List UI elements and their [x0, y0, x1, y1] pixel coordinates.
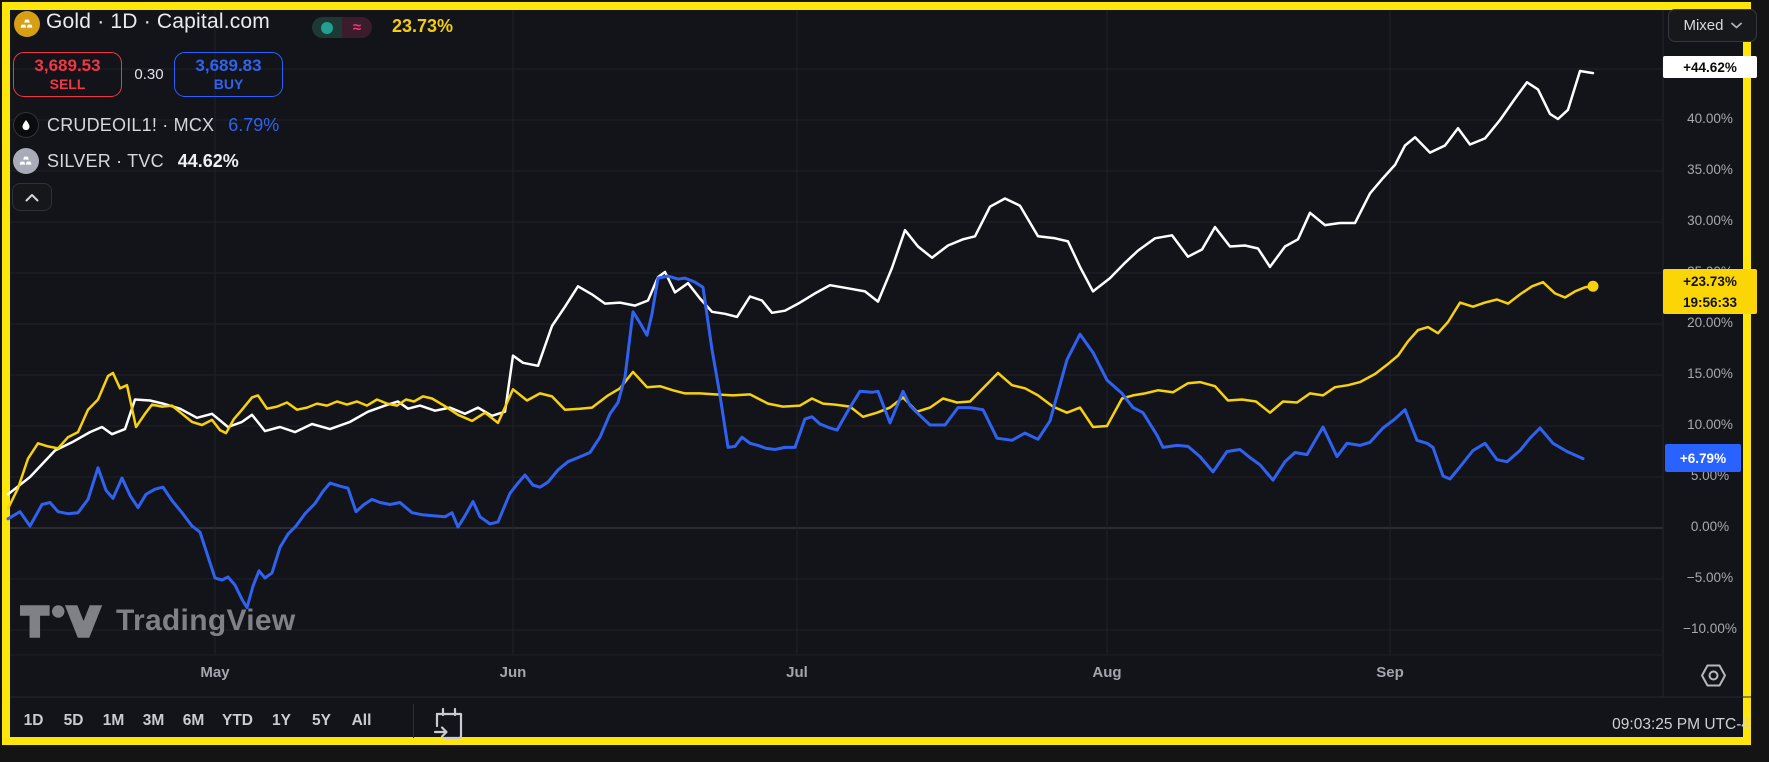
oil-drop-icon — [13, 112, 39, 138]
range-button-1m[interactable]: 1M — [102, 712, 125, 729]
time-axis-tick-sep: Sep — [1376, 664, 1404, 681]
session-clock[interactable]: 09:03:25 PM UTC-4 — [1612, 716, 1750, 733]
sell-label: SELL — [49, 75, 86, 92]
sell-price: 3,689.53 — [34, 55, 101, 75]
sell-button[interactable]: 3,689.53 SELL — [13, 52, 122, 97]
range-button-3m[interactable]: 3M — [142, 712, 165, 729]
buy-button[interactable]: 3,689.83 BUY — [174, 52, 283, 97]
range-button-6m[interactable]: 6M — [182, 712, 205, 729]
time-axis-tick-may: May — [200, 664, 230, 681]
silver-last-value-badge: +44.62% — [1663, 56, 1757, 78]
price-axis-tick: −5.00% — [1686, 570, 1734, 585]
range-button-ytd[interactable]: YTD — [222, 712, 253, 729]
gold-symbol-icon — [14, 11, 40, 37]
toggle-on-dot — [312, 17, 342, 38]
tradingview-watermark: TradingView — [20, 604, 295, 638]
comparison-mode-toggle[interactable]: ≈ — [312, 17, 372, 38]
silver-symbol-icon — [13, 148, 39, 174]
collapse-legend-button[interactable] — [12, 183, 52, 211]
time-axis-tick-jun: Jun — [499, 664, 527, 681]
crudeoil-symbol-label: CRUDEOIL1! · MCX — [47, 114, 215, 135]
price-axis-tick: 15.00% — [1687, 366, 1733, 381]
date-range-toolbar: 1D 5D 1M 3M 6M YTD 1Y 5Y All — [22, 712, 373, 730]
scale-mode-dropdown[interactable]: Mixed — [1668, 9, 1757, 42]
toggle-approx-icon: ≈ — [342, 17, 372, 38]
time-axis-tick-jul: Jul — [786, 664, 808, 681]
buy-label: BUY — [213, 75, 244, 92]
gold-badge-percent: +23.73% — [1683, 273, 1737, 289]
chevron-up-icon — [25, 193, 39, 201]
go-to-date-icon[interactable] — [433, 706, 465, 747]
buy-price: 3,689.83 — [195, 55, 262, 75]
widget-highlight-border — [2, 2, 1751, 745]
range-button-1d[interactable]: 1D — [23, 712, 44, 729]
spread-value: 0.30 — [134, 66, 164, 83]
silver-symbol-label: SILVER · TVC — [47, 150, 164, 171]
price-axis-tick: 40.00% — [1687, 111, 1733, 126]
chart-title[interactable]: Gold · 1D · Capital.com — [46, 10, 271, 33]
gold-badge-countdown: 19:56:33 — [1682, 294, 1738, 310]
price-axis-tick: 35.00% — [1687, 162, 1733, 177]
scale-mode-value: Mixed — [1683, 17, 1724, 34]
chevron-down-icon — [1730, 22, 1742, 29]
time-axis-tick-aug: Aug — [1092, 664, 1122, 681]
axis-settings-gear-icon[interactable] — [1700, 663, 1727, 693]
price-axis-tick: 30.00% — [1687, 213, 1733, 228]
range-button-5y[interactable]: 5Y — [312, 712, 331, 729]
gold-change-percent: 23.73% — [392, 16, 454, 36]
legend-row-crudeoil[interactable]: CRUDEOIL1! · MCX 6.79% — [13, 112, 279, 138]
crudeoil-change-percent: 6.79% — [228, 114, 280, 135]
toolbar-divider — [413, 704, 414, 738]
price-axis-tick: −10.00% — [1683, 621, 1737, 636]
range-button-5d[interactable]: 5D — [63, 712, 84, 729]
crudeoil-last-value-badge: +6.79% — [1665, 444, 1741, 472]
tradingview-logo-icon — [20, 604, 103, 638]
silver-change-percent: 44.62% — [177, 150, 239, 171]
range-button-all[interactable]: All — [351, 712, 372, 729]
price-axis-tick: 20.00% — [1687, 315, 1733, 330]
gold-last-value-badge: +23.73% 19:56:33 — [1663, 269, 1757, 314]
range-button-1y[interactable]: 1Y — [272, 712, 291, 729]
price-axis-tick: 0.00% — [1690, 519, 1730, 534]
tradingview-logo-text: TradingView — [116, 604, 296, 637]
legend-row-silver[interactable]: SILVER · TVC 44.62% — [13, 148, 239, 174]
price-axis-tick: 10.00% — [1687, 417, 1733, 432]
